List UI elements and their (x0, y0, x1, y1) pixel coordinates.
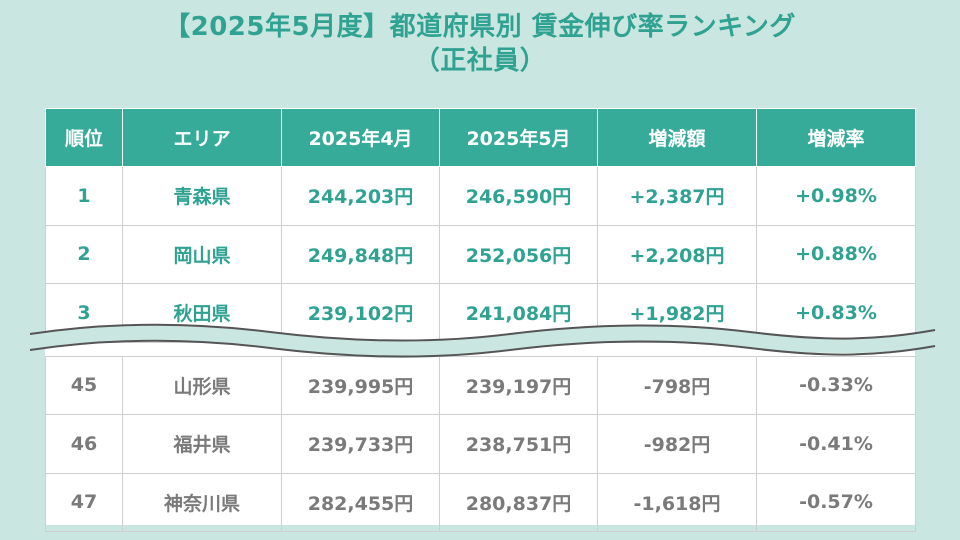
cell-area: 秋田県 (122, 283, 282, 343)
cell-may: 252,056円 (439, 224, 598, 284)
cell-change-amount: +1,982円 (597, 283, 757, 343)
header-april: 2025年4月 (281, 108, 440, 167)
cell-may: 239,197円 (439, 355, 598, 415)
cell-change-rate: +0.88% (756, 224, 916, 284)
cell-april: 239,733円 (281, 414, 440, 474)
cell-change-rate: +0.98% (756, 166, 916, 226)
cell-area: 岡山県 (122, 224, 282, 284)
cell-rank: 3 (45, 283, 123, 343)
table-row: 2 岡山県 249,848円 252,056円 +2,208円 +0.88% (45, 224, 916, 284)
cell-change-rate: +0.83% (756, 283, 916, 343)
cell-change-amount: -982円 (597, 414, 757, 474)
header-may: 2025年5月 (439, 108, 598, 167)
cell-area: 山形県 (122, 355, 282, 415)
cell-may: 241,084円 (439, 283, 598, 343)
cell-rank: 46 (45, 414, 123, 474)
table-row: 46 福井県 239,733円 238,751円 -982円 -0.41% (45, 414, 916, 474)
table-row: 47 神奈川県 282,455円 280,837円 -1,618円 -0.57% (45, 472, 916, 532)
cell-area: 青森県 (122, 166, 282, 226)
cell-april: 282,455円 (281, 472, 440, 532)
cell-change-amount: -1,618円 (597, 472, 757, 532)
title-line-1: 【2025年5月度】都道府県別 賃金伸び率ランキング (164, 12, 796, 42)
cell-change-amount: +2,208円 (597, 224, 757, 284)
table-header-row: 順位 エリア 2025年4月 2025年5月 増減額 増減率 (45, 108, 916, 167)
cell-change-rate: -0.33% (756, 355, 916, 415)
table-row: 3 秋田県 239,102円 241,084円 +1,982円 +0.83% (45, 283, 916, 343)
cell-rank: 2 (45, 224, 123, 284)
cell-may: 238,751円 (439, 414, 598, 474)
ranking-table: 順位 エリア 2025年4月 2025年5月 増減額 増減率 1 青森県 244… (45, 108, 916, 532)
cell-change-rate: -0.57% (756, 472, 916, 532)
page-title: 【2025年5月度】都道府県別 賃金伸び率ランキング （正社員） (0, 10, 960, 78)
table-gap-row (46, 342, 916, 356)
cell-change-amount: +2,387円 (597, 166, 757, 226)
cell-area: 神奈川県 (122, 472, 282, 532)
cell-change-amount: -798円 (597, 355, 757, 415)
gap-cell (46, 342, 916, 356)
cell-may: 246,590円 (439, 166, 598, 226)
cell-rank: 45 (45, 355, 123, 415)
cell-may: 280,837円 (439, 472, 598, 532)
cell-april: 249,848円 (281, 224, 440, 284)
table-row: 45 山形県 239,995円 239,197円 -798円 -0.33% (45, 355, 916, 415)
header-rank: 順位 (45, 108, 123, 167)
header-change-amount: 増減額 (597, 108, 757, 167)
cell-area: 福井県 (122, 414, 282, 474)
cell-rank: 47 (45, 472, 123, 532)
table-row: 1 青森県 244,203円 246,590円 +2,387円 +0.98% (45, 166, 916, 226)
title-line-2: （正社員） (413, 46, 547, 76)
cell-rank: 1 (45, 166, 123, 226)
cell-april: 244,203円 (281, 166, 440, 226)
header-change-rate: 増減率 (756, 108, 916, 167)
cell-april: 239,102円 (281, 283, 440, 343)
cell-change-rate: -0.41% (756, 414, 916, 474)
header-area: エリア (122, 108, 282, 167)
cell-april: 239,995円 (281, 355, 440, 415)
